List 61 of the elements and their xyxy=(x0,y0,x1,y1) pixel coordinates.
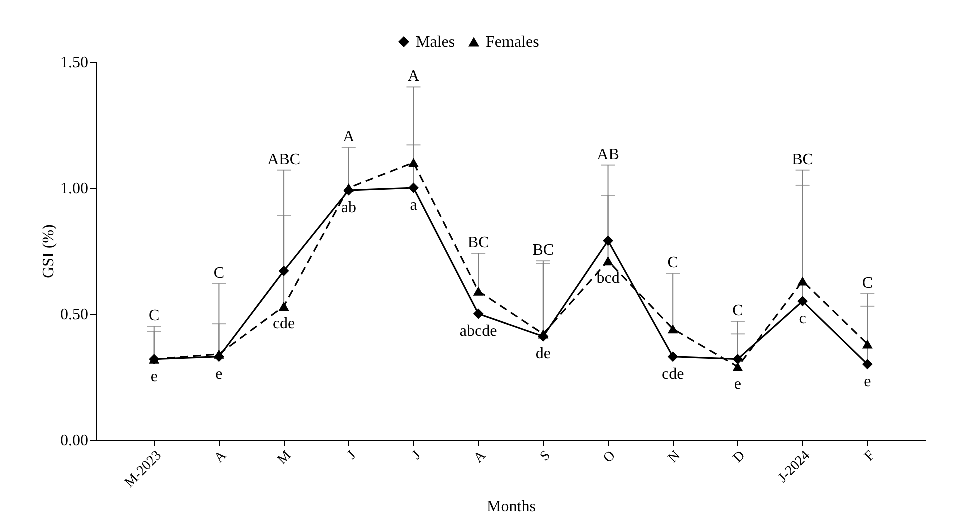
point xyxy=(862,359,873,370)
annotation: e xyxy=(864,373,872,390)
point xyxy=(278,302,290,311)
annotation: C xyxy=(668,254,678,272)
annotation: C xyxy=(732,302,744,320)
legend-label: Males xyxy=(416,34,456,51)
annotation: BC xyxy=(532,242,554,260)
y-tick-label: 1.50 xyxy=(60,54,88,72)
point xyxy=(214,350,224,359)
annotation: e xyxy=(150,368,158,386)
point xyxy=(408,158,419,168)
x-tick-label: N xyxy=(666,448,684,466)
point xyxy=(603,236,614,246)
point xyxy=(798,296,808,307)
y-tick-label: 0.50 xyxy=(60,306,88,324)
annotation: c xyxy=(799,310,806,328)
legend-label: Females xyxy=(486,34,540,51)
point xyxy=(862,340,873,349)
x-tick-label: D xyxy=(730,448,749,466)
x-tick-label: F xyxy=(862,448,878,465)
x-tick-label: A xyxy=(471,448,490,466)
x-tick-label: M xyxy=(275,448,296,468)
annotation: ABC xyxy=(268,151,300,168)
annotation: cde xyxy=(662,366,684,383)
x-tick-label: J xyxy=(345,448,360,463)
point xyxy=(668,352,678,362)
annotation: cde xyxy=(272,315,296,332)
annotation: C xyxy=(149,308,160,325)
point xyxy=(473,308,484,320)
annotation: bcd xyxy=(596,270,620,288)
x-tick-label: A xyxy=(212,448,230,466)
point xyxy=(603,256,614,266)
annotation: abcde xyxy=(460,323,498,340)
point xyxy=(732,362,744,372)
annotation: a xyxy=(410,197,418,214)
annotation: e xyxy=(216,366,223,383)
point xyxy=(344,183,354,193)
point xyxy=(798,276,808,286)
point xyxy=(408,182,419,194)
x-tick-label: O xyxy=(601,448,619,466)
annotation: BC xyxy=(792,151,814,168)
point xyxy=(278,266,290,276)
annotation: de xyxy=(536,346,551,363)
y-axis-title: GSI (%) xyxy=(40,224,58,278)
annotation: BC xyxy=(468,234,490,252)
annotation: C xyxy=(862,274,873,292)
point xyxy=(732,354,744,365)
x-axis-title: Months xyxy=(487,498,536,516)
point xyxy=(668,324,678,334)
y-tick-label: 1.00 xyxy=(60,180,88,198)
point xyxy=(473,286,484,296)
y-tick-label: 0.00 xyxy=(60,432,88,450)
annotation: A xyxy=(343,128,356,146)
annotation: C xyxy=(214,264,225,282)
annotation: AB xyxy=(597,146,620,164)
x-tick-label: J xyxy=(410,448,425,463)
annotation: A xyxy=(408,68,420,86)
annotation: e xyxy=(734,376,742,393)
annotation: ab xyxy=(341,200,356,217)
point xyxy=(538,330,549,339)
x-tick-label: S xyxy=(538,448,554,465)
